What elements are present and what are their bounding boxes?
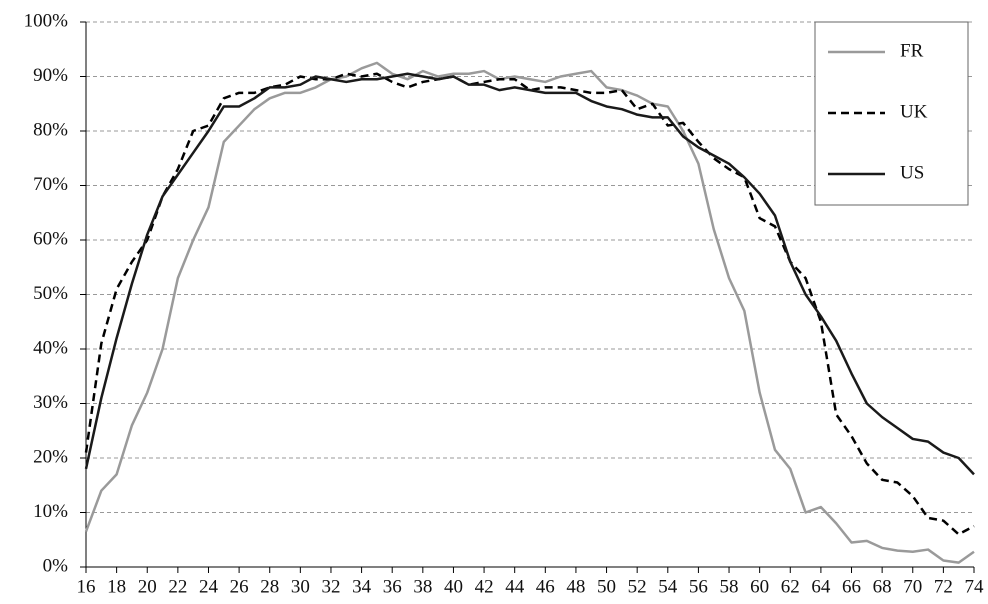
x-tick-label: 36	[383, 576, 402, 597]
x-tick-label: 16	[77, 576, 96, 597]
x-tick-label: 50	[597, 576, 616, 597]
x-tick-label: 62	[781, 576, 800, 597]
x-tick-label: 24	[199, 576, 219, 597]
y-tick-label: 60%	[33, 228, 68, 249]
x-tick-label: 38	[413, 576, 432, 597]
x-tick-label: 40	[444, 576, 463, 597]
legend-label: FR	[900, 40, 924, 61]
x-tick-label: 58	[720, 576, 739, 597]
y-tick-label: 10%	[33, 501, 68, 522]
x-tick-label: 66	[842, 576, 861, 597]
x-tick-label: 68	[873, 576, 892, 597]
x-tick-label: 46	[536, 576, 555, 597]
legend-label: UK	[900, 101, 928, 122]
y-tick-label: 40%	[33, 337, 68, 358]
y-tick-label: 0%	[43, 555, 69, 576]
x-tick-label: 22	[168, 576, 187, 597]
x-tick-label: 28	[260, 576, 279, 597]
y-tick-label: 70%	[33, 174, 68, 195]
legend-label: US	[900, 162, 924, 183]
x-tick-label: 60	[750, 576, 769, 597]
y-tick-label: 20%	[33, 446, 68, 467]
x-tick-label: 54	[658, 576, 678, 597]
y-tick-label: 30%	[33, 392, 68, 413]
x-tick-label: 72	[934, 576, 953, 597]
x-tick-label: 70	[903, 576, 922, 597]
series-line	[84, 72, 975, 476]
x-tick-label: 74	[965, 576, 985, 597]
legend-box	[814, 21, 969, 206]
y-tick-label: 90%	[33, 65, 68, 86]
x-tick-label: 18	[107, 576, 126, 597]
x-tick-label: 52	[628, 576, 647, 597]
x-tick-label: 20	[138, 576, 157, 597]
y-tick-label: 50%	[33, 283, 68, 304]
x-tick-label: 44	[505, 576, 525, 597]
x-tick-label: 34	[352, 576, 372, 597]
y-tick-label: 100%	[24, 10, 69, 31]
x-tick-label: 32	[321, 576, 340, 597]
x-tick-label: 26	[230, 576, 249, 597]
x-tick-label: 56	[689, 576, 708, 597]
series-line	[84, 61, 975, 564]
x-tick-label: 30	[291, 576, 310, 597]
x-tick-label: 48	[566, 576, 585, 597]
x-tick-label: 42	[475, 576, 494, 597]
x-tick-label: 64	[811, 576, 831, 597]
y-tick-label: 80%	[33, 119, 68, 140]
series-line	[84, 72, 975, 536]
